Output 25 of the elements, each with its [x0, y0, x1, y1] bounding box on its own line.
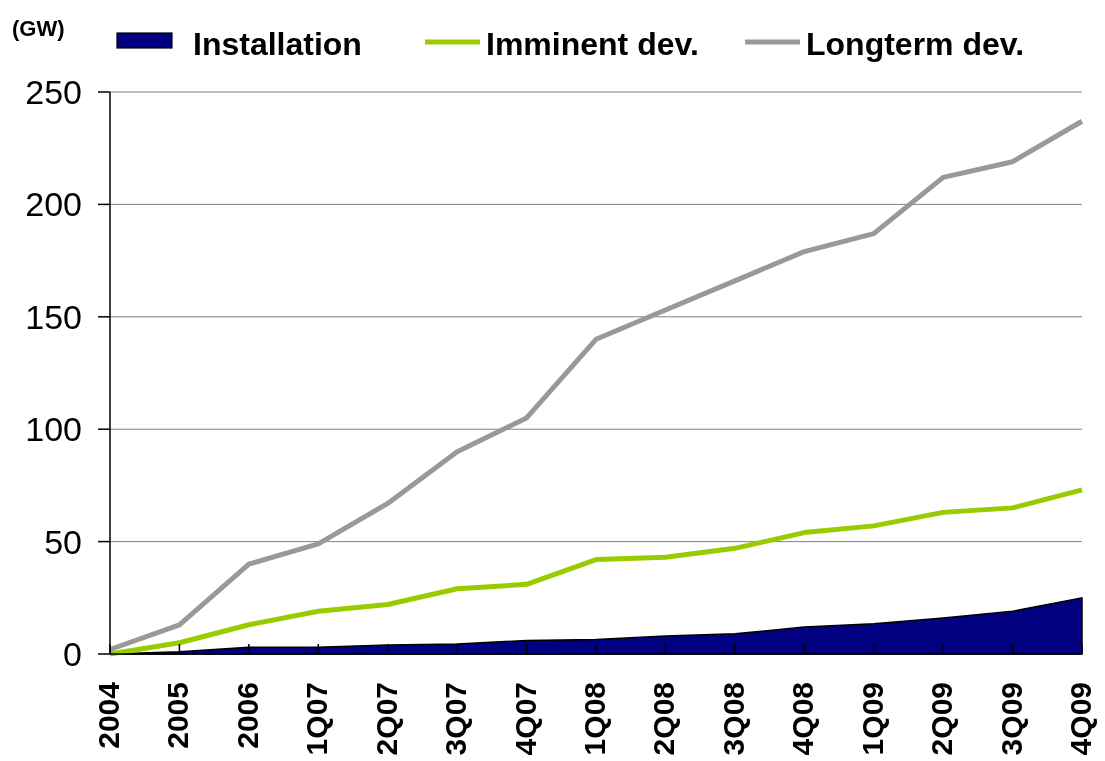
- x-tick-label: 2Q07: [369, 682, 403, 756]
- x-tick-label: 1Q07: [300, 682, 334, 756]
- y-tick-label: 0: [63, 634, 82, 673]
- y-tick-label: 50: [44, 522, 82, 561]
- x-tick-label: 3Q07: [439, 682, 473, 756]
- x-tick-label: 4Q07: [508, 682, 542, 756]
- legend-label: Installation: [193, 26, 362, 62]
- y-axis-title: (GW): [12, 16, 65, 41]
- x-tick-label: 4Q09: [1064, 682, 1097, 756]
- legend-label: Imminent dev.: [486, 26, 699, 62]
- x-tick-label: 1Q09: [855, 682, 889, 756]
- legend-label: Longterm dev.: [806, 26, 1025, 62]
- x-tick-label: 2Q08: [647, 682, 681, 756]
- x-tick-label: 2Q09: [925, 682, 959, 756]
- x-tick-label: 2005: [161, 682, 195, 749]
- x-tick-label: 3Q09: [994, 682, 1028, 756]
- x-tick-label: 2004: [92, 681, 125, 749]
- y-tick-label: 100: [25, 410, 82, 449]
- x-tick-label: 1Q08: [578, 682, 611, 756]
- y-tick-label: 150: [25, 297, 82, 336]
- y-tick-label: 250: [25, 72, 82, 111]
- x-tick-label: 3Q08: [716, 682, 750, 756]
- y-tick-label: 200: [25, 185, 82, 224]
- x-tick-label: 2006: [230, 682, 264, 749]
- x-tick-label: 4Q08: [786, 682, 820, 756]
